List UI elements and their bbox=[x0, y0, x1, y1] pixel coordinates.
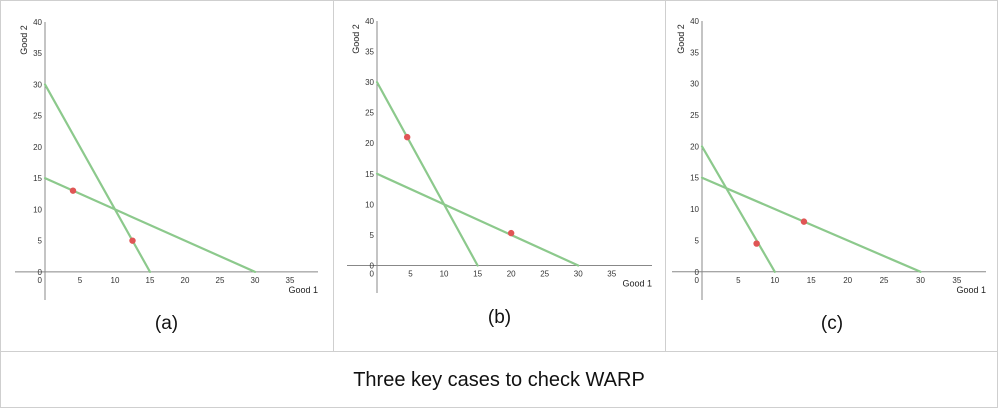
y-tick-label: 5 bbox=[38, 237, 43, 246]
choice-point bbox=[403, 133, 411, 141]
choice-point bbox=[507, 229, 515, 237]
y-tick-label: 10 bbox=[690, 205, 699, 214]
panel-b: 0 5 10 15 20 25 30 35 40 5 10 15 20 25 30 35 0 Good 1 Good… bbox=[334, 0, 665, 352]
y-tick-label: 15 bbox=[33, 174, 42, 183]
panel-divider bbox=[333, 0, 334, 352]
budget-line bbox=[700, 145, 776, 273]
y-tick-label: 10 bbox=[33, 205, 42, 214]
y-tick-label: 40 bbox=[690, 17, 699, 26]
y-tick-label: 40 bbox=[33, 18, 42, 27]
budget-line bbox=[43, 177, 257, 273]
x-axis-title: Good 1 bbox=[956, 285, 986, 295]
y-tick-label: 0 bbox=[370, 261, 375, 270]
x-tick-label: 20 bbox=[843, 276, 852, 285]
y-tick-label: 25 bbox=[365, 109, 374, 118]
panel-a-label: (a) bbox=[154, 313, 179, 334]
y-tick-label: 20 bbox=[365, 139, 374, 148]
budget-line bbox=[43, 83, 152, 273]
x-tick-label: 30 bbox=[574, 269, 583, 278]
caption-divider bbox=[0, 351, 998, 352]
x-tick-label: 10 bbox=[770, 276, 779, 285]
chart-c: 0 5 10 15 20 25 30 35 40 5 10 15 20 25 30 35 0 Good 1 Good… bbox=[672, 17, 986, 300]
x-tick-label: 25 bbox=[540, 269, 549, 278]
y-tick-label: 25 bbox=[690, 111, 699, 120]
y-tick-label: 30 bbox=[365, 78, 374, 87]
x-tick-label: 25 bbox=[216, 276, 225, 285]
chart-a: 0 5 10 15 20 25 30 35 40 5 10 15 20 25 30 35 0 Good 1 Good… bbox=[15, 18, 318, 300]
x-tick-label: 35 bbox=[286, 276, 295, 285]
figure-caption: Three key cases to check WARP bbox=[353, 369, 645, 391]
y-axis-title: Good 2 bbox=[19, 25, 29, 55]
budget-line bbox=[375, 81, 479, 267]
x-tick-label: 35 bbox=[952, 276, 961, 285]
panel-c: 0 5 10 15 20 25 30 35 40 5 10 15 20 25 30 35 0 Good 1 Good… bbox=[666, 0, 998, 352]
x-tick-label: 25 bbox=[880, 276, 889, 285]
y-tick-label: 15 bbox=[365, 170, 374, 179]
x-tick-label: 35 bbox=[607, 269, 616, 278]
y-tick-label: 20 bbox=[690, 142, 699, 151]
x-tick-label: 0 bbox=[695, 276, 700, 285]
choice-point bbox=[800, 218, 808, 225]
chart-b: 0 5 10 15 20 25 30 35 40 5 10 15 20 25 30 35 0 Good 1 Good… bbox=[347, 17, 652, 293]
x-axis-title: Good 1 bbox=[288, 285, 318, 295]
y-tick-label: 30 bbox=[690, 80, 699, 89]
y-tick-label: 0 bbox=[38, 268, 43, 277]
x-tick-label: 5 bbox=[408, 269, 413, 278]
choice-point bbox=[129, 237, 136, 244]
choice-point bbox=[69, 187, 77, 194]
x-tick-label: 5 bbox=[736, 276, 741, 285]
x-tick-label: 15 bbox=[807, 276, 816, 285]
x-tick-label: 10 bbox=[111, 276, 120, 285]
y-tick-label: 25 bbox=[33, 112, 42, 121]
x-tick-label: 20 bbox=[181, 276, 190, 285]
panel-b-label: (b) bbox=[487, 307, 512, 328]
y-tick-label: 30 bbox=[33, 80, 42, 89]
x-tick-label: 20 bbox=[507, 269, 516, 278]
y-tick-label: 35 bbox=[365, 48, 374, 57]
y-tick-label: 40 bbox=[365, 17, 374, 26]
x-tick-label: 15 bbox=[146, 276, 155, 285]
panel-c-label: (c) bbox=[820, 313, 844, 334]
panel-a: 0 5 10 15 20 25 30 35 40 5 10 15 20 25 30 35 0 Good 1 Good… bbox=[0, 0, 333, 352]
x-tick-label: 0 bbox=[38, 276, 43, 285]
y-axis-title: Good 2 bbox=[676, 24, 686, 54]
choice-point bbox=[753, 240, 760, 247]
y-tick-label: 35 bbox=[33, 49, 42, 58]
panel-divider bbox=[665, 0, 666, 352]
x-tick-label: 0 bbox=[370, 269, 375, 278]
x-tick-label: 15 bbox=[473, 269, 482, 278]
x-axis-title: Good 1 bbox=[622, 278, 652, 288]
y-tick-label: 15 bbox=[690, 174, 699, 183]
x-tick-label: 30 bbox=[916, 276, 925, 285]
y-tick-label: 20 bbox=[33, 143, 42, 152]
x-tick-label: 30 bbox=[251, 276, 260, 285]
budget-line bbox=[375, 172, 580, 267]
x-tick-label: 5 bbox=[78, 276, 83, 285]
budget-line bbox=[700, 176, 922, 273]
x-tick-label: 10 bbox=[440, 269, 449, 278]
y-tick-label: 35 bbox=[690, 48, 699, 57]
y-axis-title: Good 2 bbox=[351, 24, 361, 54]
y-tick-label: 0 bbox=[695, 268, 700, 277]
y-tick-label: 5 bbox=[370, 231, 375, 240]
y-tick-label: 5 bbox=[695, 236, 700, 245]
y-tick-label: 10 bbox=[365, 200, 374, 209]
